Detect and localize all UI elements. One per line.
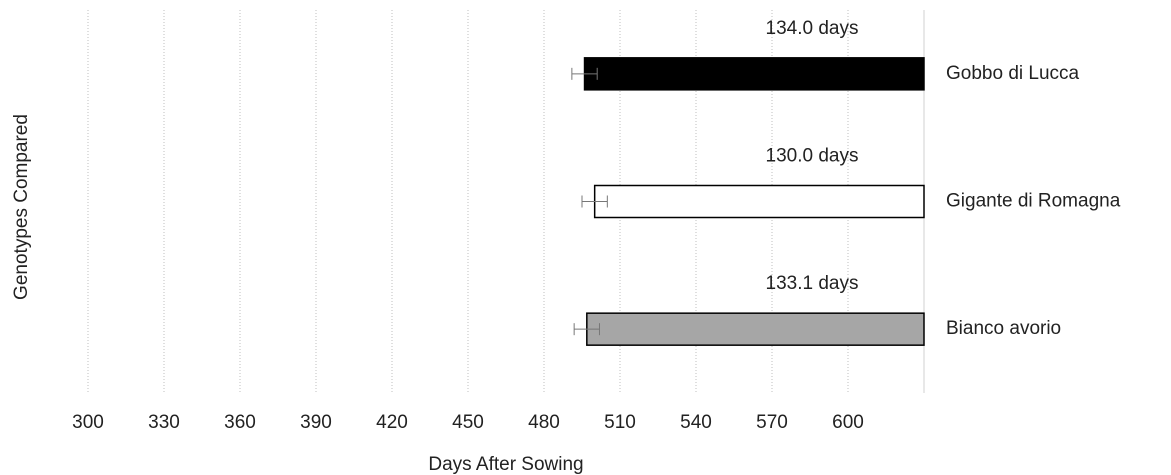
- x-tick-label: 390: [300, 412, 332, 433]
- category-label: Gigante di Romagna: [946, 191, 1121, 212]
- bar: [586, 312, 925, 346]
- value-label: 134.0 days: [766, 18, 859, 39]
- category-label: Bianco avorio: [946, 318, 1061, 339]
- value-label: 130.0 days: [766, 146, 859, 167]
- x-tick-label: 540: [680, 412, 712, 433]
- x-axis-title: Days After Sowing: [428, 454, 583, 475]
- y-axis-title: Genotypes Compared: [11, 114, 32, 300]
- x-tick-label: 570: [756, 412, 788, 433]
- x-tick-label: 510: [604, 412, 636, 433]
- category-label: Gobbo di Lucca: [946, 63, 1080, 84]
- x-tick-label: 420: [376, 412, 408, 433]
- value-label: 133.1 days: [766, 273, 859, 294]
- bar: [583, 57, 925, 91]
- bar: [593, 184, 925, 219]
- x-tick-label: 360: [224, 412, 256, 433]
- x-tick-label: 450: [452, 412, 484, 433]
- x-tick-label: 300: [72, 412, 104, 433]
- x-tick-label: 480: [528, 412, 560, 433]
- x-tick-label: 600: [832, 412, 864, 433]
- x-tick-label: 330: [148, 412, 180, 433]
